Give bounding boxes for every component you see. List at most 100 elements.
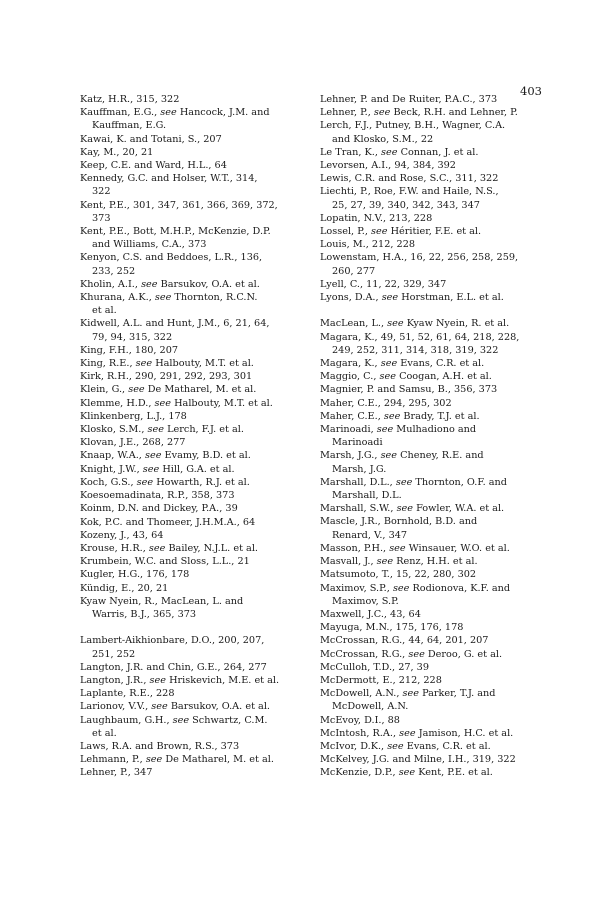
index-entry: Klovan, J.E., 268, 277: [80, 436, 310, 449]
entry-heading: McDermott, E., 212, 228: [320, 674, 442, 686]
entry-line: Marsh, J.G., see Cheney, R.E. and: [320, 449, 550, 462]
see-reference-label: see: [381, 146, 398, 158]
cross-reference: De Matharel, M. et al.: [165, 754, 274, 766]
entry-heading: Koch, G.S.,: [80, 476, 134, 488]
cross-reference: Brady, T.J. et al.: [403, 410, 480, 422]
index-entry: McIvor, D.K., see Evans, C.R. et al.: [320, 740, 550, 753]
index-entry: Koch, G.S., see Howarth, R.J. et al.: [80, 476, 310, 489]
entry-heading: Koesoemadinata, R.P., 358, 373: [80, 490, 235, 502]
index-entry: Lossel, P., see Héritier, F.E. et al.: [320, 225, 550, 238]
entry-line: Matsumoto, T., 15, 22, 280, 302: [320, 568, 550, 581]
entry-heading: Lyons, D.A.,: [320, 292, 379, 304]
entry-heading: Le Tran, K.,: [320, 146, 378, 158]
entry-continuation: 322: [92, 186, 111, 198]
index-entry: Magara, K., see Evans, C.R. et al.: [320, 357, 550, 370]
index-entry: Marshall, D.L., see Thornton, O.F. and Ma…: [320, 476, 550, 502]
index-column-right: Lehner, P. and De Ruiter, P.A.C., 373 Leh…: [320, 93, 550, 780]
cross-reference: Rodionova, K.F. and: [412, 582, 511, 594]
entry-heading: Klinkenberg, L.J., 178: [80, 410, 187, 422]
entry-line: Lehmann, P., see De Matharel, M. et al.: [80, 753, 310, 766]
entry-line: Kündig, E., 20, 21: [80, 582, 310, 595]
index-entry: Masson, P.H., see Winsauer, W.O. et al.: [320, 542, 550, 555]
cross-reference: Héritier, F.E. et al.: [390, 226, 482, 238]
entry-heading: Magnier, P. and Samsu, B., 356, 373: [320, 384, 498, 396]
entry-heading: McIvor, D.K.,: [320, 740, 385, 752]
entry-heading: Lewis, C.R. and Rose, S.C., 311, 322: [320, 173, 499, 185]
index-entry: Lyell, C., 11, 22, 329, 347: [320, 278, 550, 291]
entry-line: Louis, M., 212, 228: [320, 238, 550, 251]
entry-continuation: 251, 252: [92, 648, 136, 660]
index-entry: Kent, P.E., 301, 347, 361, 366, 369, 372…: [80, 199, 310, 225]
index-entry: Khurana, A.K., see Thornton, R.C.N. et al…: [80, 291, 310, 317]
entry-heading: McIntosh, R.A.,: [320, 727, 397, 739]
entry-line: Liechti, P., Roe, F.W. and Haile, N.S.,: [320, 185, 550, 198]
entry-line: Maximov, S.P., see Rodionova, K.F. and: [320, 582, 550, 595]
entry-heading: Kholin, A.I.,: [80, 278, 138, 290]
see-reference-label: see: [379, 371, 396, 383]
cross-reference: Evamy, B.D. et al.: [164, 450, 251, 462]
see-reference-label: see: [380, 450, 398, 462]
index-entry: Kok, P.C. and Thomeer, J.H.M.A., 64: [80, 516, 310, 529]
entry-heading: Maximov, S.P.,: [320, 582, 390, 594]
entry-heading: Louis, M., 212, 228: [320, 239, 416, 251]
cross-reference: Halbouty, M.T. et al.: [155, 358, 254, 370]
index-entry: King, F.H., 180, 207: [80, 344, 310, 357]
entry-heading: Liechti, P., Roe, F.W. and Haile, N.S.,: [320, 186, 499, 198]
cross-reference: Mulhadiono and: [396, 424, 477, 436]
index-entry: Krouse, H.R., see Bailey, N.J.L. et al.: [80, 542, 310, 555]
entry-line: Knight, J.W., see Hill, G.A. et al.: [80, 463, 310, 476]
index-entry: Levorsen, A.I., 94, 384, 392: [320, 159, 550, 172]
see-reference-label: see: [376, 424, 394, 436]
cross-reference: Barsukov, O.A. et al.: [170, 701, 270, 713]
index-entry: Laplante, R.E., 228: [80, 687, 310, 700]
index-entry: Maher, C.E., 294, 295, 302: [320, 397, 550, 410]
entry-heading: Kawai, K. and Totani, S., 207: [80, 133, 222, 145]
entry-continuation: 79, 94, 315, 322: [92, 331, 173, 343]
entry-line: Langton, J.R., see Hriskevich, M.E. et a…: [80, 674, 310, 687]
entry-line: Lossel, P., see Héritier, F.E. et al.: [320, 225, 550, 238]
entry-continuation: Marinoadi: [332, 437, 383, 449]
index-entry: Magnier, P. and Samsu, B., 356, 373: [320, 383, 550, 396]
entry-line: Kent, P.E., 301, 347, 361, 366, 369, 372…: [80, 199, 310, 212]
index-entry: Le Tran, K., see Connan, J. et al.: [320, 146, 550, 159]
entry-line: Levorsen, A.I., 94, 384, 392: [320, 159, 550, 172]
cross-reference: Horstman, E.L. et al.: [401, 292, 504, 304]
index-entry: Matsumoto, T., 15, 22, 280, 302: [320, 568, 550, 581]
entry-line: McKenzie, D.P., see Kent, P.E. et al.: [320, 766, 550, 779]
entry-line: McIvor, D.K., see Evans, C.R. et al.: [320, 740, 550, 753]
index-entry: McEvoy, D.I., 88: [320, 714, 550, 727]
entry-line: Koch, G.S., see Howarth, R.J. et al.: [80, 476, 310, 489]
entry-line: Marshall, D.L., see Thornton, O.F. and: [320, 476, 550, 489]
see-reference-label: see: [389, 542, 406, 554]
entry-line: McDowell, A.N., see Parker, T.J. and: [320, 687, 550, 700]
entry-heading: McEvoy, D.I., 88: [320, 714, 400, 726]
entry-heading: Lehner, P.,: [320, 107, 371, 119]
entry-continuation: et al.: [92, 305, 117, 317]
see-reference-label: see: [149, 674, 166, 686]
index-entry: Lowenstam, H.A., 16, 22, 256, 258, 259, 2…: [320, 251, 550, 277]
index-entry: McDermott, E., 212, 228: [320, 674, 550, 687]
entry-continuation: 249, 252, 311, 314, 318, 319, 322: [332, 344, 499, 356]
entry-line: McEvoy, D.I., 88: [320, 714, 550, 727]
index-entry: King, R.E., see Halbouty, M.T. et al.: [80, 357, 310, 370]
entry-heading: Marshall, S.W.,: [320, 503, 394, 515]
entry-continuation: Marshall, D.L.: [332, 490, 402, 502]
index-entry: Knight, J.W., see Hill, G.A. et al.: [80, 463, 310, 476]
entry-line: Krumbein, W.C. and Sloss, L.L., 21: [80, 555, 310, 568]
entry-line: Lewis, C.R. and Rose, S.C., 311, 322: [320, 172, 550, 185]
index-entry: Liechti, P., Roe, F.W. and Haile, N.S., 2…: [320, 185, 550, 211]
entry-continuation: Renard, V., 347: [332, 529, 408, 541]
index-entry: Keep, C.E. and Ward, H.L., 64: [80, 159, 310, 172]
see-reference-label: see: [144, 450, 162, 462]
index-entry: Koesoemadinata, R.P., 358, 373: [80, 489, 310, 502]
entry-continuation: 233, 252: [92, 265, 136, 277]
entry-heading: Matsumoto, T., 15, 22, 280, 302: [320, 569, 477, 581]
entry-heading: Laplante, R.E., 228: [80, 688, 175, 700]
entry-line: McCrossan, R.G., 44, 64, 201, 207: [320, 634, 550, 647]
entry-line: Kenyon, C.S. and Beddoes, L.R., 136,: [80, 251, 310, 264]
index-entry: Lambert-Aikhionbare, D.O., 200, 207, 251,…: [80, 634, 310, 660]
index-entry: Kauffman, E.G., see Hancock, J.M. and Kau…: [80, 106, 310, 132]
entry-line: Magara, K., see Evans, C.R. et al.: [320, 357, 550, 370]
entry-heading: Lehmann, P.,: [80, 754, 143, 766]
entry-heading: Masvall, J.,: [320, 556, 374, 568]
